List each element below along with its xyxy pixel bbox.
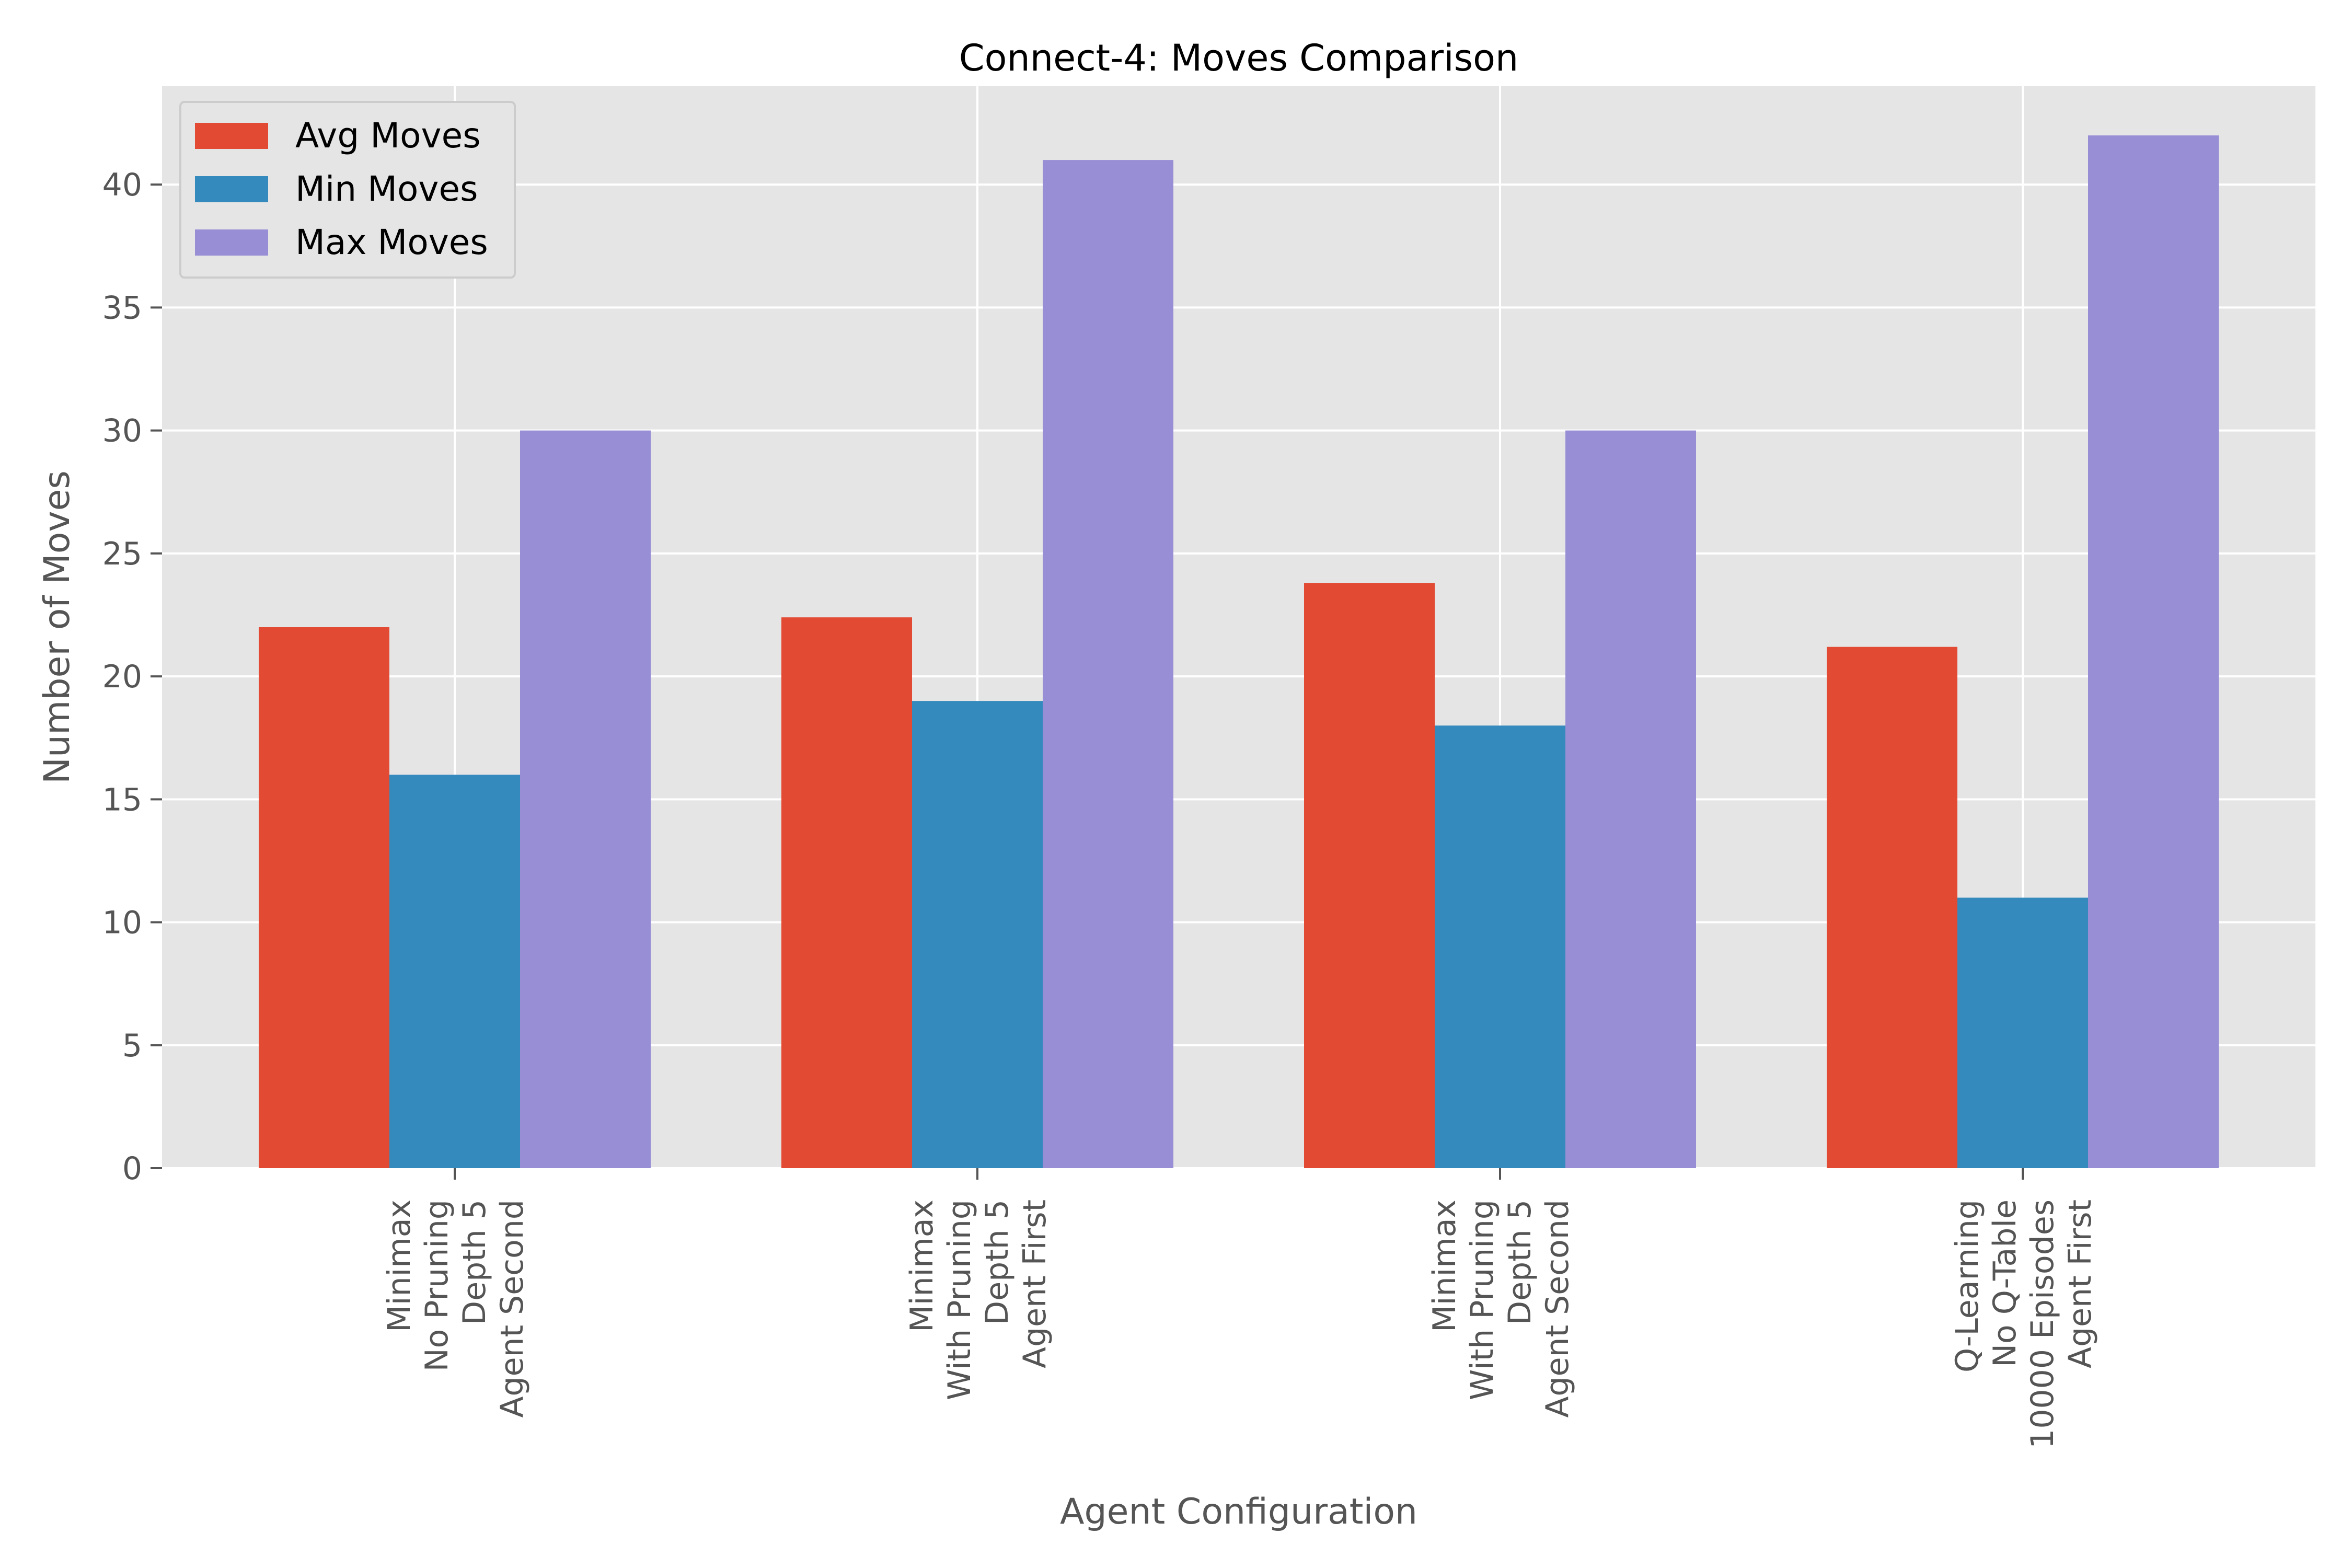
legend-swatch bbox=[195, 123, 268, 149]
bars bbox=[259, 135, 2219, 1168]
legend: Avg Moves Min Moves Max Moves bbox=[179, 101, 516, 279]
bar bbox=[259, 627, 389, 1168]
y-tick-label: 20 bbox=[102, 659, 142, 695]
bar bbox=[520, 430, 651, 1168]
bar bbox=[1304, 583, 1435, 1168]
x-axis: Minimax No Pruning Depth 5 Agent Second Mini… bbox=[381, 1168, 2099, 1449]
x-tick-label-line: With Pruning bbox=[1464, 1200, 1501, 1400]
y-tick-label: 0 bbox=[122, 1150, 142, 1187]
x-tick-label-line: Agent Second bbox=[494, 1200, 531, 1417]
y-tick-label: 30 bbox=[102, 413, 142, 449]
bar bbox=[912, 701, 1043, 1168]
y-tick-label: 15 bbox=[102, 781, 142, 818]
x-tick-label-line: Agent Second bbox=[1539, 1200, 1576, 1417]
x-tick-label: Q-Learning No Q-Table 10000 Episodes Agent … bbox=[1949, 1200, 2099, 1449]
x-tick-label: Minimax With Pruning Depth 5 Agent Second bbox=[1426, 1200, 1576, 1417]
x-tick-label-line: Minimax bbox=[381, 1200, 418, 1332]
legend-label: Max Moves bbox=[295, 222, 488, 262]
y-tick-label: 40 bbox=[102, 167, 142, 203]
y-axis: 0 5 10 15 20 25 30 35 40 bbox=[102, 167, 162, 1187]
bar bbox=[1957, 897, 2088, 1168]
x-tick-label-line: Depth 5 bbox=[456, 1200, 493, 1325]
x-tick-label: Minimax No Pruning Depth 5 Agent Second bbox=[381, 1200, 531, 1417]
bar bbox=[2088, 135, 2219, 1168]
y-axis-label: Number of Moves bbox=[37, 470, 78, 784]
x-tick-label-line: Agent First bbox=[2062, 1200, 2099, 1368]
y-tick-label: 10 bbox=[102, 905, 142, 941]
x-tick-label-line: 10000 Episodes bbox=[2024, 1200, 2061, 1449]
x-tick-label-line: No Pruning bbox=[419, 1200, 455, 1371]
x-tick-label-line: Minimax bbox=[904, 1200, 940, 1332]
x-tick-label-line: Depth 5 bbox=[1502, 1200, 1538, 1325]
y-tick-label: 25 bbox=[102, 536, 142, 572]
x-tick-label-line: No Q-Table bbox=[1987, 1200, 2023, 1367]
legend-label: Avg Moves bbox=[295, 116, 481, 156]
x-tick-label: Minimax With Pruning Depth 5 Agent First bbox=[904, 1200, 1053, 1400]
bar bbox=[1435, 725, 1565, 1168]
x-tick-label-line: With Pruning bbox=[941, 1200, 978, 1400]
x-tick-label-line: Minimax bbox=[1426, 1200, 1463, 1332]
legend-swatch bbox=[195, 229, 268, 256]
y-tick-label: 35 bbox=[102, 290, 142, 326]
bar bbox=[1827, 647, 1957, 1168]
x-axis-label: Agent Configuration bbox=[1060, 1491, 1417, 1532]
legend-swatch bbox=[195, 176, 268, 202]
bar bbox=[1565, 430, 1696, 1168]
bar bbox=[1043, 160, 1173, 1168]
bar bbox=[389, 775, 520, 1168]
x-tick-label-line: Agent First bbox=[1017, 1200, 1053, 1368]
y-tick-label: 5 bbox=[122, 1028, 142, 1064]
x-tick-label-line: Depth 5 bbox=[979, 1200, 1016, 1325]
x-tick-label-line: Q-Learning bbox=[1949, 1200, 1986, 1373]
bar bbox=[781, 617, 912, 1168]
legend-label: Min Moves bbox=[295, 169, 478, 209]
chart-title: Connect-4: Moves Comparison bbox=[959, 37, 1519, 79]
